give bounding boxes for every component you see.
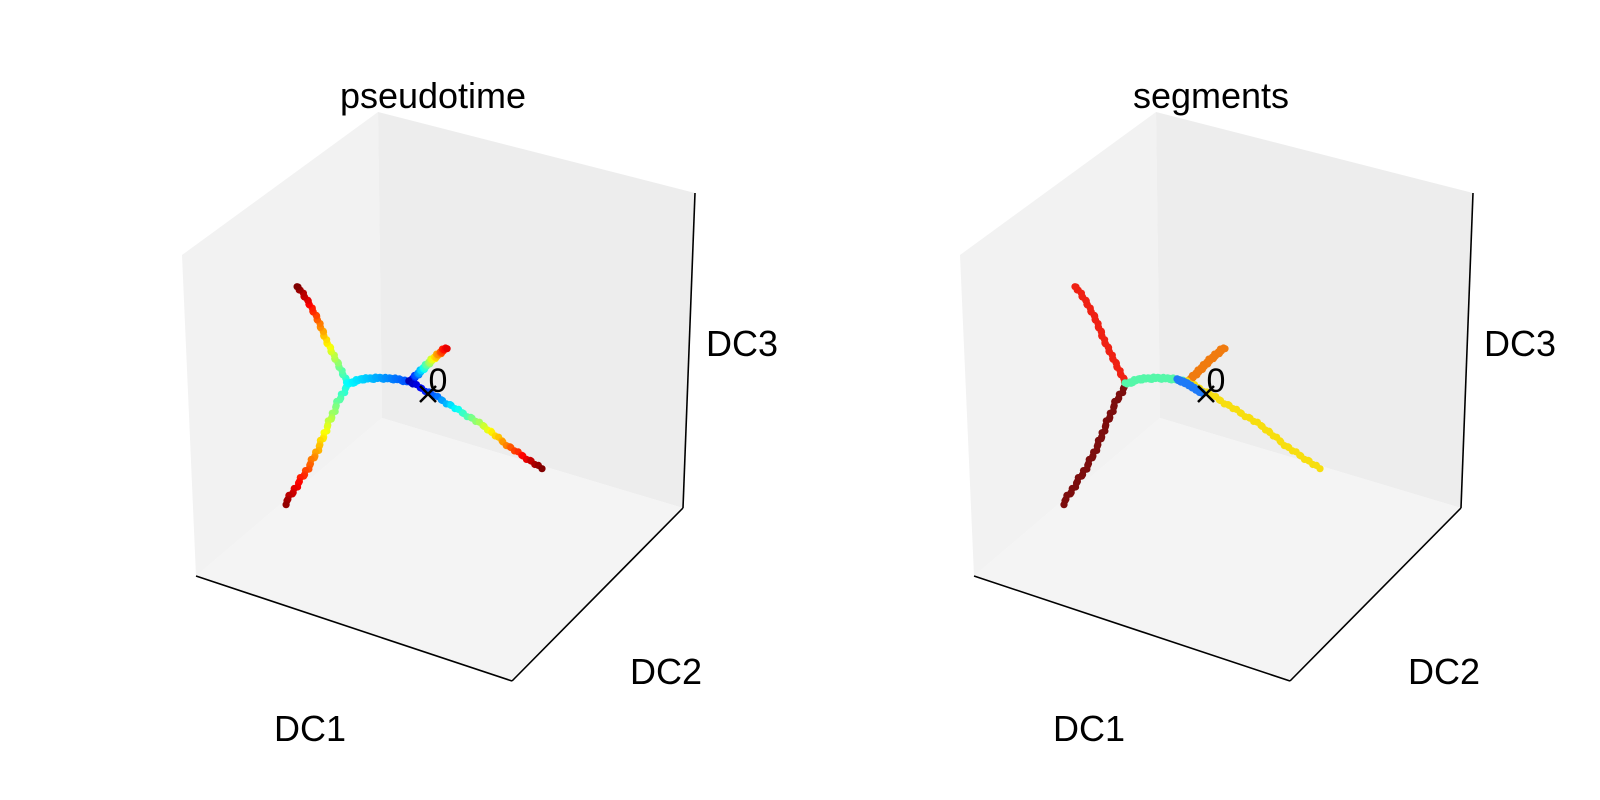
x-axis-line — [195, 575, 513, 682]
root-label: 0 — [1207, 362, 1226, 400]
left-pane — [960, 112, 1160, 576]
data-point-b-right-long — [1316, 465, 1324, 473]
y-axis-label: DC2 — [1408, 651, 1480, 692]
data-point-b-right-small — [443, 345, 451, 353]
root-marker — [1197, 385, 1215, 403]
data-point-b-left-down — [282, 501, 290, 509]
data-point-b-left-down — [1060, 501, 1068, 509]
x-axis-line — [973, 575, 1291, 682]
root-label: 0 — [429, 362, 448, 400]
x-axis-label: DC1 — [274, 708, 346, 749]
data-point-b-right-small — [1221, 345, 1229, 353]
scatter-points — [1060, 283, 1324, 509]
floor-pane — [974, 418, 1461, 681]
data-point-b-left-up — [1071, 283, 1079, 291]
chart-title: segments — [1133, 75, 1289, 116]
root-marker — [419, 385, 437, 403]
z-axis-line — [1460, 192, 1474, 509]
floor-pane — [196, 418, 683, 681]
z-axis-label: DC3 — [1484, 323, 1556, 364]
z-axis-label: DC3 — [706, 323, 778, 364]
left-pane — [182, 112, 382, 576]
scatter-points — [282, 283, 546, 509]
y-axis-line — [1289, 507, 1462, 682]
x-axis-label: DC1 — [1053, 708, 1125, 749]
data-point-b-right-long — [538, 465, 546, 473]
chart-title: pseudotime — [340, 75, 526, 116]
data-point-b-left-up — [293, 283, 301, 291]
y-axis-line — [511, 507, 684, 682]
z-axis-line — [682, 192, 696, 509]
pseudotime-panel: pseudotime DC1 DC2 DC3 0 — [182, 75, 778, 749]
y-axis-label: DC2 — [630, 651, 702, 692]
segments-panel: segments DC1 DC2 DC3 0 — [960, 75, 1556, 749]
